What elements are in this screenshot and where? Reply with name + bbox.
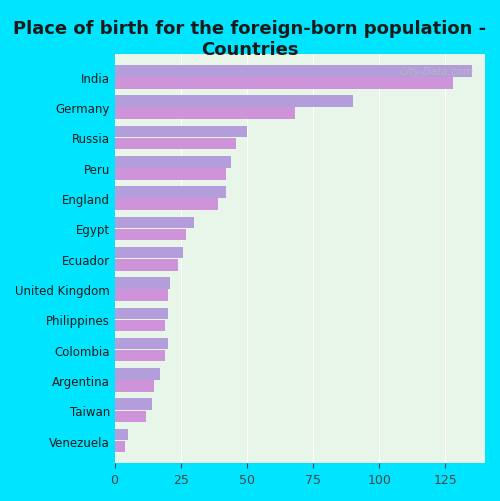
Bar (114, 247, 184, 259)
Bar (114, 260, 178, 271)
Bar (114, 169, 226, 180)
Bar (114, 411, 146, 422)
Bar (114, 96, 352, 108)
Bar (114, 308, 168, 320)
Bar (114, 368, 160, 380)
Bar (114, 338, 168, 350)
Bar (114, 78, 454, 90)
Bar (114, 126, 247, 138)
Text: Place of birth for the foreign-born population -
Countries: Place of birth for the foreign-born popu… (14, 20, 486, 59)
Bar (114, 429, 128, 440)
Bar (114, 399, 152, 410)
Bar (114, 157, 231, 168)
Bar (114, 229, 186, 241)
Text: City-Data.com: City-Data.com (400, 67, 474, 77)
Bar (114, 278, 170, 289)
Bar (114, 66, 472, 78)
Bar (114, 187, 226, 198)
Bar (114, 350, 165, 362)
Bar (114, 108, 294, 120)
Bar (114, 199, 218, 210)
Bar (114, 320, 165, 332)
Bar (114, 290, 168, 301)
Bar (114, 217, 194, 228)
Bar (114, 138, 236, 150)
Bar (114, 380, 154, 392)
Bar (114, 441, 125, 452)
